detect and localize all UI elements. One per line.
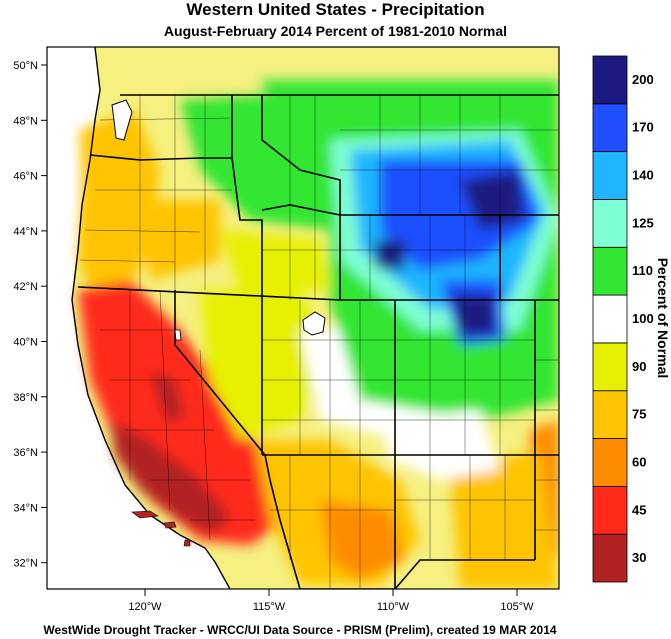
great-salt-lake — [302, 311, 326, 336]
colorbar-swatch — [592, 533, 628, 583]
lat-label: 40°N — [13, 337, 38, 349]
colorbar-tick-label: 90 — [632, 359, 646, 374]
lat-label: 48°N — [13, 115, 38, 127]
colorbar-swatch — [592, 103, 628, 153]
coastline — [71, 47, 231, 589]
colorbar-swatch — [592, 151, 628, 200]
longitude-axis: 120°W 115°W 110°W 105°W — [128, 589, 534, 613]
lat-label: 42°N — [13, 281, 38, 293]
colorbar-tick-label: 125 — [632, 215, 654, 230]
colorbar-tick-label: 200 — [632, 72, 654, 87]
lat-label: 46°N — [13, 171, 38, 183]
colorbar-swatch — [592, 246, 628, 296]
colorbar-tick-label: 60 — [632, 454, 646, 469]
colorbar-swatch — [592, 438, 628, 487]
colorbar: 30 45 60 75 90 100 110 125 140 170 200 — [592, 55, 654, 583]
latitude-axis: 50°N 48°N 46°N 44°N 42°N 40°N 38°N 36°N 34°N 32°N — [13, 60, 47, 570]
puget-sound — [111, 99, 133, 141]
colorbar-tick-label: 75 — [632, 407, 646, 422]
colorbar-swatch — [592, 55, 628, 105]
colorbar-swatch — [592, 390, 628, 439]
map-area — [47, 47, 559, 589]
lon-label: 105°W — [500, 601, 534, 613]
colorbar-tick-label: 140 — [632, 168, 654, 183]
footer-credit: WestWide Drought Tracker - WRCC/UI Data … — [43, 623, 557, 637]
state-boundaries — [77, 94, 559, 589]
colorbar-tick-label: 100 — [632, 311, 654, 326]
colorbar-swatch — [592, 294, 628, 344]
colorbar-swatch — [592, 342, 628, 392]
colorbar-swatch — [592, 199, 628, 248]
lon-label: 120°W — [128, 601, 162, 613]
lat-label: 38°N — [13, 392, 38, 404]
lake-tahoe — [174, 329, 182, 341]
lon-label: 115°W — [253, 601, 286, 613]
lat-label: 44°N — [13, 226, 38, 238]
lat-label: 34°N — [13, 502, 38, 514]
lon-label: 110°W — [377, 601, 410, 613]
colorbar-tick-label: 45 — [632, 502, 646, 517]
colorbar-tick-label: 30 — [632, 550, 646, 565]
colorbar-swatch — [592, 485, 628, 535]
lat-label: 50°N — [13, 60, 38, 72]
lat-label: 32°N — [13, 558, 38, 570]
colorbar-tick-label: 110 — [632, 263, 653, 278]
map-title: Western United States - Precipitation — [186, 0, 485, 19]
map-subtitle: August-February 2014 Percent of 1981-201… — [163, 23, 508, 39]
colorbar-label: Percent of Normal — [655, 258, 671, 379]
channel-islands — [131, 510, 191, 547]
precip-zones — [78, 80, 559, 589]
lat-label: 36°N — [13, 447, 38, 459]
colorbar-tick-label: 170 — [632, 120, 654, 135]
county-lines — [79, 95, 559, 589]
map-frame — [46, 46, 560, 590]
